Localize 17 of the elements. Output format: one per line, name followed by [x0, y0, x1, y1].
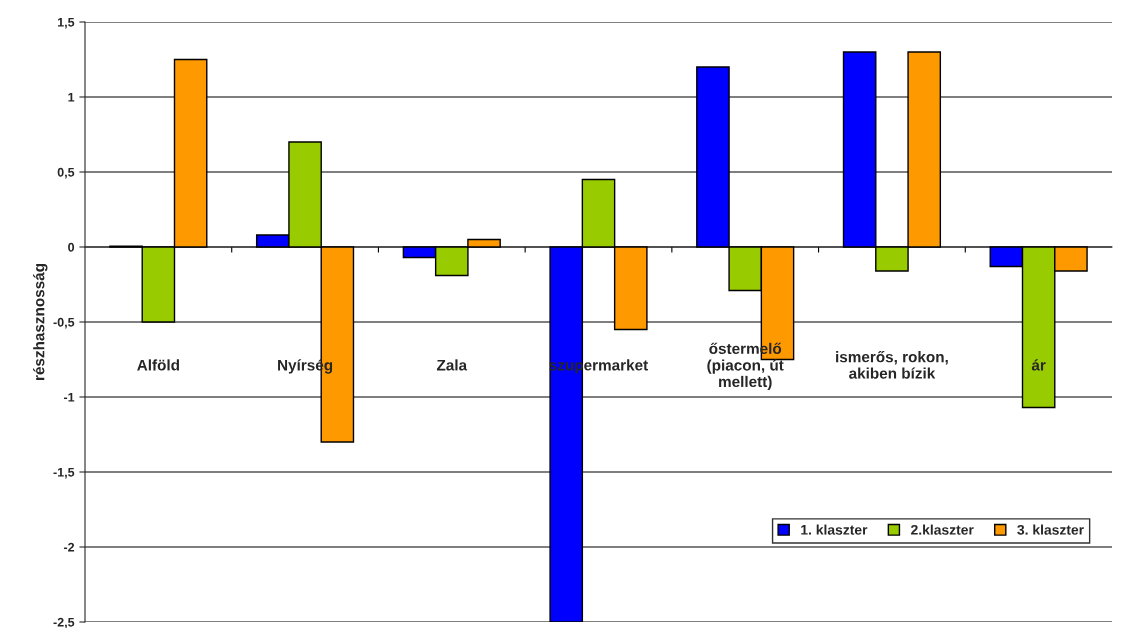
x-tick-label: Zala — [436, 359, 468, 371]
y-axis-title: részhasznosság — [33, 264, 48, 380]
legend-label: 2.klaszter — [911, 524, 974, 535]
x-tick-label: Alföld — [137, 359, 179, 371]
y-tick-label: -0,5 — [53, 317, 75, 329]
y-tick-label: 0,5 — [57, 167, 75, 179]
x-tick-label: ismerős, rokon, akiben bízik — [836, 351, 948, 379]
x-tick-label: ár — [1031, 359, 1046, 371]
legend-label: 3. klaszter — [1017, 524, 1084, 535]
y-tick-label: 1,5 — [58, 17, 75, 29]
y-tick-label: -1 — [63, 392, 75, 402]
y-tick-label: -1,5 — [53, 467, 75, 479]
y-tick-label: 0 — [68, 242, 75, 252]
legend-label: 1. klaszter — [801, 524, 868, 535]
y-tick-label: -2,5 — [53, 617, 75, 628]
y-tick-label: -2 — [63, 542, 75, 552]
y-tick-label: 1 — [68, 92, 75, 102]
